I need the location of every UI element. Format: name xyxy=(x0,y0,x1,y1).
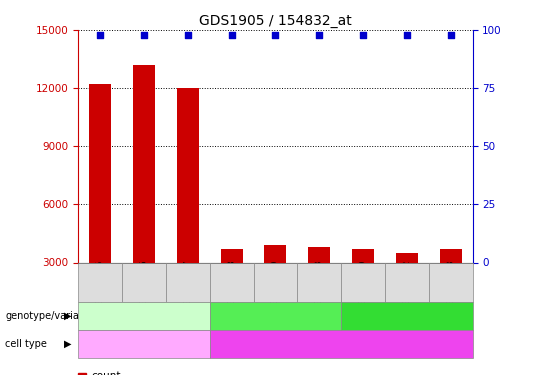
Bar xyxy=(440,249,462,262)
Text: GSM60500: GSM60500 xyxy=(271,260,280,305)
Bar xyxy=(308,247,330,262)
Point xyxy=(227,32,236,38)
Bar xyxy=(133,65,155,262)
Bar xyxy=(396,253,418,262)
Text: count: count xyxy=(92,371,122,375)
Text: GSM60516: GSM60516 xyxy=(139,260,148,305)
Point xyxy=(184,32,192,38)
Text: GSM60498: GSM60498 xyxy=(227,260,236,305)
Text: GSM60513: GSM60513 xyxy=(446,260,455,305)
Bar xyxy=(89,84,111,262)
Text: control: control xyxy=(127,339,161,349)
Bar xyxy=(265,245,286,262)
Text: control: control xyxy=(127,311,161,321)
Text: GSM60517: GSM60517 xyxy=(183,260,192,305)
Text: ▶: ▶ xyxy=(64,339,71,349)
Text: germ line stem cell: germ line stem cell xyxy=(294,339,388,349)
Bar xyxy=(221,249,242,262)
Text: ▶: ▶ xyxy=(64,311,71,321)
Bar xyxy=(352,249,374,262)
Point xyxy=(96,32,105,38)
Point xyxy=(315,32,323,38)
Bar xyxy=(177,88,199,262)
Point xyxy=(271,32,280,38)
Point xyxy=(402,32,411,38)
Text: GSM60512: GSM60512 xyxy=(402,260,411,305)
Title: GDS1905 / 154832_at: GDS1905 / 154832_at xyxy=(199,13,352,28)
Text: bam mutant: bam mutant xyxy=(245,311,306,321)
Text: GSM60510: GSM60510 xyxy=(359,260,368,305)
Text: GSM60515: GSM60515 xyxy=(96,260,105,305)
Text: cell type: cell type xyxy=(5,339,48,349)
Point xyxy=(359,32,367,38)
Point xyxy=(446,32,455,38)
Text: genotype/variation: genotype/variation xyxy=(5,311,98,321)
Text: dpp overexpressed: dpp overexpressed xyxy=(360,311,454,321)
Point xyxy=(140,32,149,38)
Text: GSM60503: GSM60503 xyxy=(315,260,323,305)
